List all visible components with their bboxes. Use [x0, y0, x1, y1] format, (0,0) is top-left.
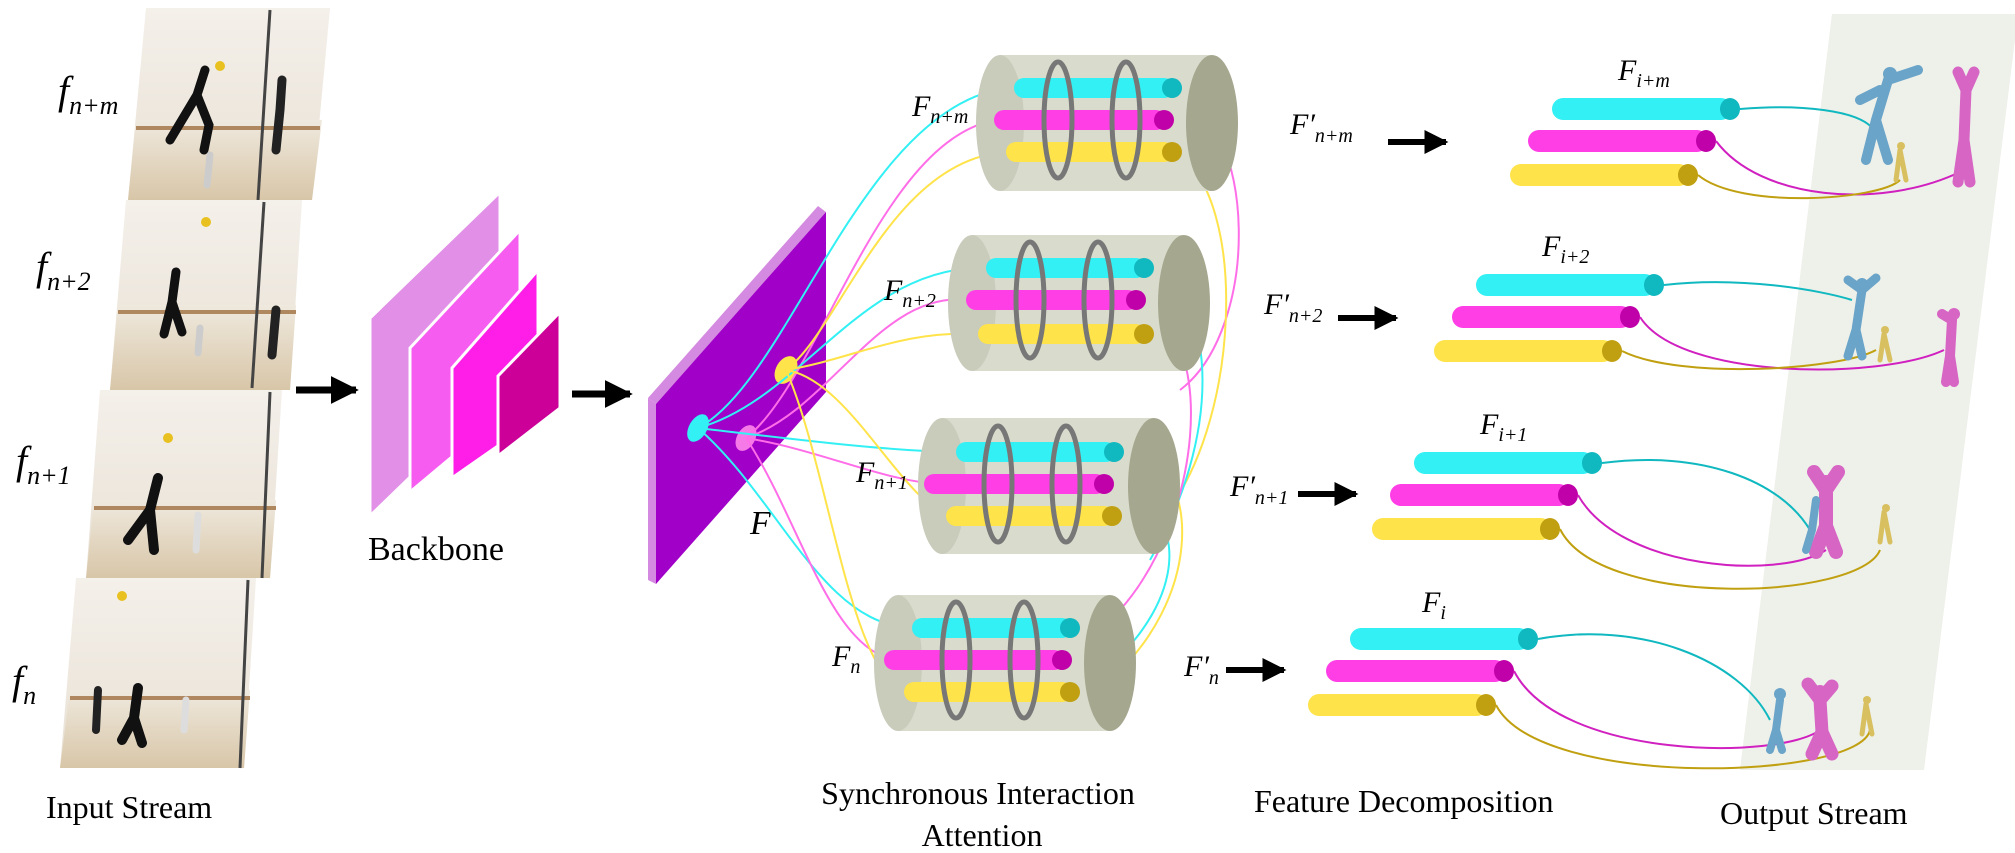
decomposed-feature-row-i: [1308, 628, 1538, 716]
feature-decomposition-label: Feature Decomposition: [1254, 783, 1553, 819]
attention-label-n: Fn: [831, 640, 860, 678]
input-frame-label-n-plus-1: fn+1: [16, 438, 71, 490]
backbone-layer-4: [496, 308, 562, 460]
attention-block-n-plus-1: [918, 418, 1180, 554]
input-frames-group: [60, 8, 330, 769]
sia-label-line-1: Synchronous Interaction: [821, 775, 1135, 811]
input-stream-label: Input Stream: [46, 789, 212, 825]
output-human-meshes: [1766, 65, 1980, 761]
input-frame-label-n-plus-2: fn+2: [36, 244, 91, 296]
attention-label-n-plus-m: Fn+m: [911, 90, 968, 128]
input-frame-labels: fn+m fn+2 fn+1 fn: [12, 68, 118, 710]
output-stream-label: Output Stream: [1720, 795, 1908, 831]
video-frame-n-plus-1: [86, 390, 282, 579]
decomposed-feature-row-i-plus-m: [1510, 98, 1740, 186]
refined-feature-labels: F′n+m F′n+2 F′n+1 F′n: [1183, 108, 1353, 689]
decomposition-connectors: [1495, 106, 1961, 770]
refined-label-n-plus-2: F′n+2: [1263, 288, 1322, 327]
feature-map: [648, 206, 826, 584]
attention-label-n-plus-1: Fn+1: [855, 456, 908, 494]
mesh-row-4: [1766, 677, 1875, 761]
sia-label-line-2: Attention: [922, 817, 1043, 853]
refined-label-n: F′n: [1183, 650, 1219, 689]
attention-block-n-plus-2: [948, 235, 1210, 371]
decomposition-arrows: [1226, 130, 1449, 682]
mesh-row-2: [1843, 273, 1960, 387]
decomposed-label-i-plus-1: Fi+1: [1479, 408, 1527, 446]
decomposed-label-i: Fi: [1421, 586, 1446, 624]
input-frame-label-n: fn: [12, 658, 36, 710]
attention-label-n-plus-2: Fn+2: [883, 274, 936, 312]
attention-block-n-plus-m: [976, 55, 1238, 191]
mesh-row-1: [1855, 65, 1980, 188]
refined-label-n-plus-m: F′n+m: [1289, 108, 1353, 147]
video-frame-n: [60, 578, 256, 769]
backbone-block: [368, 188, 562, 520]
refined-label-n-plus-1: F′n+1: [1229, 470, 1288, 509]
input-frame-label-n-plus-m: fn+m: [58, 68, 118, 120]
mesh-row-3: [1802, 465, 1893, 559]
backbone-label: Backbone: [368, 531, 504, 568]
decomposed-label-i-plus-2: Fi+2: [1541, 230, 1589, 268]
video-frame-n-plus-2: [110, 200, 302, 390]
attention-block-labels: Fn+m Fn+2 Fn+1 Fn: [831, 90, 968, 678]
decomposed-feature-row-i-plus-2: [1434, 274, 1664, 362]
decomposed-feature-labels: Fi+m Fi+2 Fi+1 Fi: [1421, 54, 1670, 624]
output-stream-plane: [1740, 14, 2015, 770]
decomposed-label-i-plus-m: Fi+m: [1617, 54, 1670, 92]
attention-block-n: [874, 595, 1136, 731]
video-frame-n-plus-m: [128, 8, 330, 201]
feature-map-label: F: [749, 505, 772, 542]
decomposed-feature-row-i-plus-1: [1372, 452, 1602, 540]
